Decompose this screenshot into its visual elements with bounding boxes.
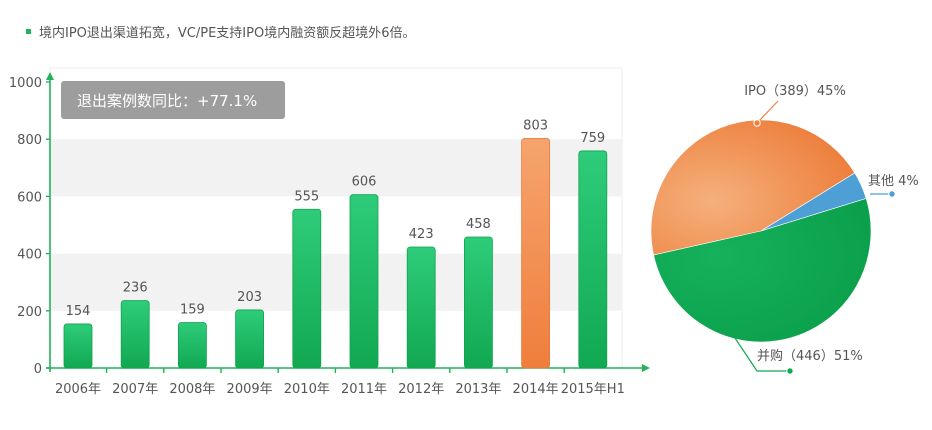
x-tick-label: 2010年: [284, 382, 330, 397]
bar-value-label: 458: [466, 217, 491, 232]
yoy-badge: 退出案例数同比：+77.1%: [61, 81, 285, 119]
y-tick-label: 200: [17, 305, 42, 320]
bar-value-label: 154: [66, 304, 91, 319]
bullet-icon: [26, 29, 31, 34]
x-tick-label: 2011年: [341, 382, 387, 397]
bar-value-label: 803: [523, 118, 548, 133]
bar-value-label: 759: [580, 131, 605, 146]
badge-background: [61, 81, 285, 119]
pie-leader-dot-icon: [786, 367, 794, 375]
bar-2015年H1: [578, 150, 608, 369]
bar-value-label: 236: [123, 281, 148, 296]
y-axis-arrow-icon: [46, 72, 54, 80]
x-tick-label: 2009年: [227, 382, 273, 397]
x-tick-label: 2008年: [169, 382, 215, 397]
header-note: 境内IPO退出渠道拓宽，VC/PE支持IPO境内融资额反超境外6倍。: [26, 22, 416, 41]
pie-slice-ipo: [650, 119, 856, 256]
bar-2010年: [292, 208, 322, 369]
y-tick-label: 0: [34, 362, 42, 377]
pie-leader-dot-icon: [888, 190, 896, 198]
header-text: 境内IPO退出渠道拓宽，VC/PE支持IPO境内融资额反超境外6倍。: [39, 26, 416, 41]
y-tick-label: 800: [17, 133, 42, 148]
y-axis: 0 200 400 600 800 1000: [9, 72, 54, 377]
bar-2006年: [63, 323, 93, 369]
pie-label: 其他 4%: [868, 174, 919, 189]
bar-2009年: [235, 309, 265, 369]
bar-2014年: [521, 137, 550, 369]
x-tick-label: 2015年H1: [561, 382, 625, 397]
badge-text: 退出案例数同比：+77.1%: [77, 92, 257, 110]
x-tick-label: 2013年: [455, 382, 501, 397]
bar-2011年: [349, 194, 379, 369]
pie-slice-ma: [653, 198, 872, 343]
bar-series: 154 236 159 203 555 606 423 458 803 759: [63, 118, 608, 369]
pie-label: 并购（446）51%: [757, 348, 863, 364]
pie-label: IPO（389）45%: [744, 84, 846, 99]
pie-leader-line: [756, 100, 779, 124]
x-axis: 2006年 2007年 2008年 2009年 2010年 2011年 2012年 2013年…: [46, 364, 650, 397]
x-axis-arrow-icon: [642, 364, 650, 372]
pie-leader-line: [734, 337, 790, 372]
y-tick-label: 600: [17, 190, 42, 205]
bar-value-label: 555: [294, 189, 319, 204]
pie-chart: IPO（389）45% 其他 4% 并购（446）51%: [650, 84, 919, 375]
bar-2012年: [406, 246, 436, 369]
bar-value-label: 159: [180, 303, 205, 318]
y-tick-label: 400: [17, 248, 42, 263]
bar-value-label: 203: [237, 290, 262, 305]
bar-2013年: [463, 236, 493, 369]
bar-value-label: 423: [409, 227, 434, 242]
pie-leader-dot-icon: [753, 119, 761, 127]
x-tick-label: 2006年: [55, 382, 101, 397]
bar-2008年: [177, 322, 207, 369]
bar-2007年: [120, 300, 150, 369]
x-tick-label: 2014年: [513, 382, 559, 397]
x-tick-label: 2012年: [398, 382, 444, 397]
y-tick-label: 1000: [9, 76, 42, 91]
x-tick-label: 2007年: [112, 382, 158, 397]
bar-value-label: 606: [352, 175, 377, 190]
